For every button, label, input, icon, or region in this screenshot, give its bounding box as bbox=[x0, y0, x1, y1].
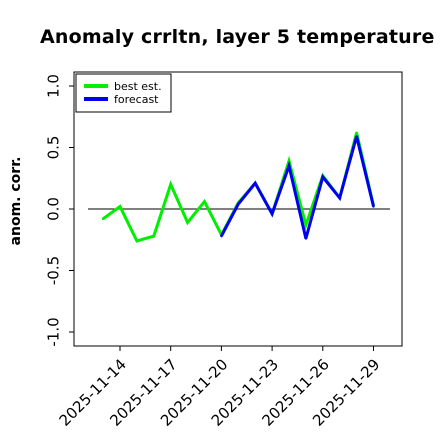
data-point-forecast bbox=[372, 205, 375, 208]
data-point-forecast bbox=[237, 202, 240, 206]
data-point-best-est bbox=[118, 205, 122, 208]
data-point-best-est bbox=[355, 131, 358, 134]
y-tick-label: 0.0 bbox=[45, 197, 63, 221]
legend-box bbox=[75, 73, 172, 113]
y-tick-label: 0.5 bbox=[45, 136, 63, 160]
series-line-forecast bbox=[220, 136, 375, 239]
data-point-forecast bbox=[220, 234, 223, 238]
data-point-best-est bbox=[135, 239, 139, 243]
chart-title: Anomaly crrltn, layer 5 temperature bbox=[40, 26, 435, 48]
data-point-forecast bbox=[254, 181, 257, 185]
data-point-forecast bbox=[321, 175, 324, 179]
data-point-best-est bbox=[152, 234, 155, 238]
y-axis-label: anom. corr. bbox=[8, 157, 24, 246]
data-point-forecast bbox=[355, 135, 358, 138]
y-tick-label: -0.5 bbox=[45, 256, 63, 285]
data-point-best-est bbox=[287, 159, 291, 163]
data-point-best-est bbox=[203, 200, 206, 203]
legend-label: forecast bbox=[114, 93, 159, 106]
legend-label: best est. bbox=[114, 80, 162, 93]
data-point-forecast bbox=[270, 212, 274, 216]
data-point-best-est bbox=[186, 221, 189, 224]
data-point-best-est bbox=[169, 183, 172, 186]
data-point-forecast bbox=[287, 164, 291, 168]
data-point-best-est bbox=[304, 223, 308, 227]
y-tick-label: -1.0 bbox=[45, 317, 63, 346]
data-point-forecast bbox=[338, 196, 341, 200]
y-tick-label: 1.0 bbox=[45, 74, 63, 98]
series-line-best-est bbox=[102, 132, 375, 243]
data-point-forecast bbox=[304, 237, 308, 240]
data-point-best-est bbox=[101, 217, 105, 221]
